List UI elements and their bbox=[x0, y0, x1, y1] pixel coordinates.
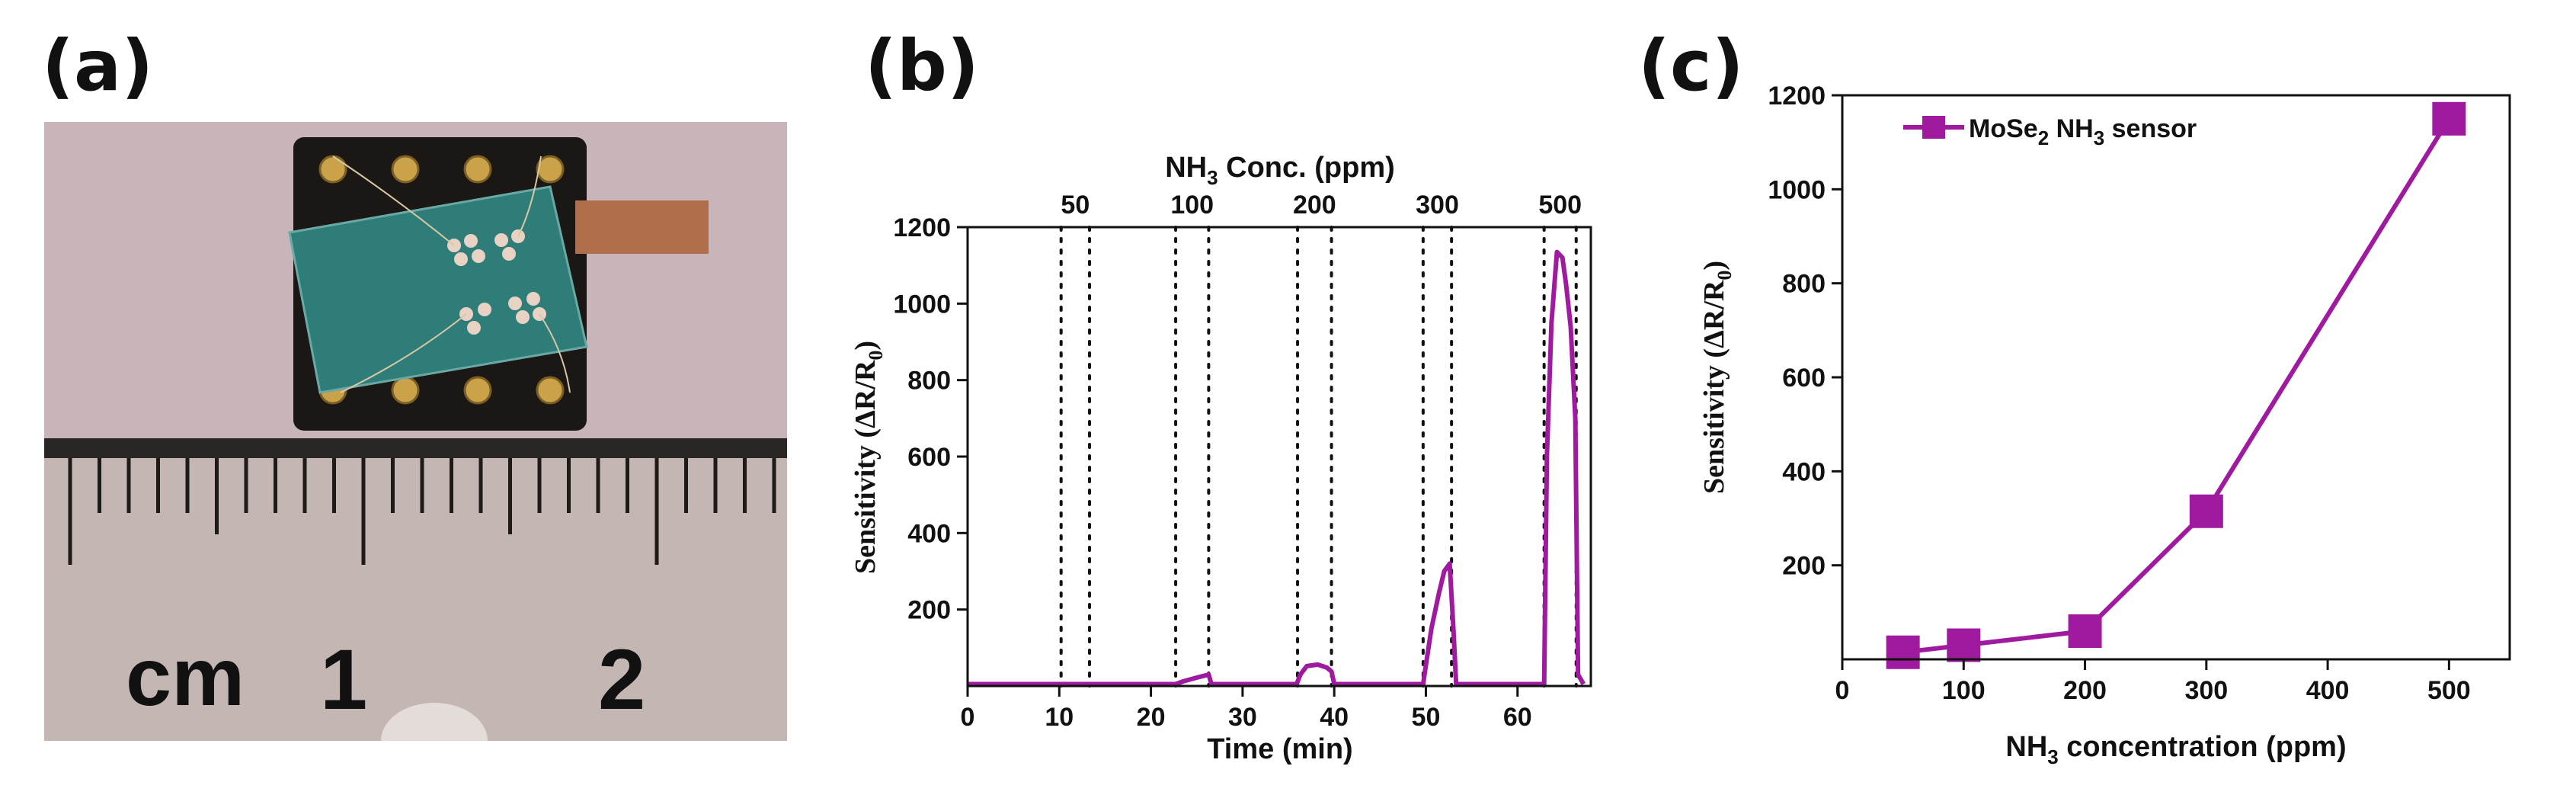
panel-label-a: (a) bbox=[42, 25, 153, 107]
ruler-ticks bbox=[68, 458, 776, 565]
concentration-label: 50 bbox=[1061, 191, 1090, 220]
package-pin bbox=[391, 155, 420, 184]
y-tick-label: 400 bbox=[1782, 457, 1826, 486]
top-axis-concentration-labels: 50 100 200 300 500 bbox=[1061, 191, 1582, 220]
x-tick-label: 20 bbox=[1137, 703, 1166, 732]
copper-lead bbox=[575, 200, 709, 254]
data-point-marker bbox=[1947, 628, 1981, 662]
y-axis-title-b: Sensitivity (ΔR/R0) bbox=[850, 341, 887, 574]
x-axis-b: 0 10 20 30 40 50 60 bbox=[961, 686, 1532, 732]
package-pin bbox=[463, 155, 492, 184]
top-axis-title-b: NH3 Conc. (ppm) bbox=[1165, 152, 1395, 189]
concentration-series bbox=[1886, 101, 2466, 669]
y-tick-label: 200 bbox=[1782, 552, 1826, 581]
y-tick-label: 600 bbox=[907, 443, 951, 472]
x-tick-label: 100 bbox=[1942, 676, 1986, 705]
chart-c: 0 100 200 300 400 500 200 400 600 800 1000 1200 Mo… bbox=[1698, 82, 2511, 768]
series-line bbox=[968, 249, 1586, 687]
package-pin bbox=[318, 155, 347, 184]
legend-label: MoSe2 NH3 sensor bbox=[1969, 114, 2197, 149]
x-tick-label: 0 bbox=[1835, 676, 1850, 705]
ruler-edge bbox=[44, 438, 787, 458]
x-tick-label: 300 bbox=[2184, 676, 2228, 705]
x-tick-label: 10 bbox=[1045, 703, 1074, 732]
panel-label-c: (c) bbox=[1638, 25, 1744, 107]
legend-c: MoSe2 NH3 sensor bbox=[1903, 114, 2197, 149]
package-pin bbox=[391, 376, 420, 405]
y-tick-label: 600 bbox=[1782, 364, 1826, 393]
concentration-label: 200 bbox=[1293, 191, 1336, 220]
y-axis-title-c: Sensitivity (ΔR/R0) bbox=[1698, 261, 1736, 494]
ruler-hole bbox=[381, 703, 488, 741]
ruler-unit-label: cm bbox=[126, 630, 245, 723]
x-tick-label: 50 bbox=[1412, 703, 1441, 732]
package-pin bbox=[536, 155, 565, 184]
y-axis-b: 200 400 600 800 1000 1200 bbox=[893, 213, 968, 625]
y-tick-label: 1200 bbox=[1768, 82, 1826, 111]
ruler-mark-2: 2 bbox=[598, 632, 645, 727]
x-tick-label: 500 bbox=[2427, 676, 2471, 705]
concentration-label: 100 bbox=[1170, 191, 1214, 220]
data-point-marker bbox=[2432, 101, 2466, 136]
panel-label-b: (b) bbox=[865, 25, 979, 107]
data-point-marker bbox=[1886, 635, 1920, 669]
x-tick-label: 400 bbox=[2306, 676, 2350, 705]
x-axis-title-c: NH3 concentration (ppm) bbox=[2005, 731, 2346, 768]
chart-b: 0 10 20 30 40 50 60 200 400 600 800 1000 1200 50 100… bbox=[850, 152, 1592, 765]
data-point-marker bbox=[2068, 614, 2102, 648]
concentration-label: 500 bbox=[1538, 191, 1582, 220]
legend-marker bbox=[1922, 116, 1945, 139]
x-tick-label: 60 bbox=[1503, 703, 1532, 732]
y-tick-label: 200 bbox=[907, 596, 951, 625]
y-tick-label: 800 bbox=[907, 367, 951, 396]
y-tick-label: 400 bbox=[907, 519, 951, 548]
y-tick-label: 1200 bbox=[893, 213, 951, 242]
x-tick-label: 200 bbox=[2063, 676, 2107, 705]
package-pin bbox=[536, 376, 565, 405]
y-tick-label: 1000 bbox=[1768, 175, 1826, 204]
x-axis-title-b: Time (min) bbox=[1207, 733, 1352, 765]
ruler-mark-1: 1 bbox=[320, 632, 367, 727]
y-tick-label: 800 bbox=[1782, 270, 1826, 299]
x-tick-label: 30 bbox=[1228, 703, 1257, 732]
series-line bbox=[1902, 117, 2451, 655]
y-tick-label: 1000 bbox=[893, 290, 951, 319]
bond-wires bbox=[332, 155, 571, 393]
device-photo: cm 1 2 bbox=[44, 122, 787, 741]
x-tick-label: 40 bbox=[1320, 703, 1349, 732]
concentration-boundaries bbox=[1059, 226, 1578, 688]
response-series bbox=[968, 249, 1586, 687]
package-pin bbox=[463, 376, 492, 405]
data-point-marker bbox=[2189, 494, 2223, 528]
ruler bbox=[44, 438, 787, 741]
y-axis-c: 200 400 600 800 1000 1200 bbox=[1768, 82, 1842, 581]
x-tick-label: 0 bbox=[961, 703, 975, 732]
concentration-label: 300 bbox=[1416, 191, 1459, 220]
x-axis-c: 0 100 200 300 400 500 bbox=[1835, 659, 2471, 705]
